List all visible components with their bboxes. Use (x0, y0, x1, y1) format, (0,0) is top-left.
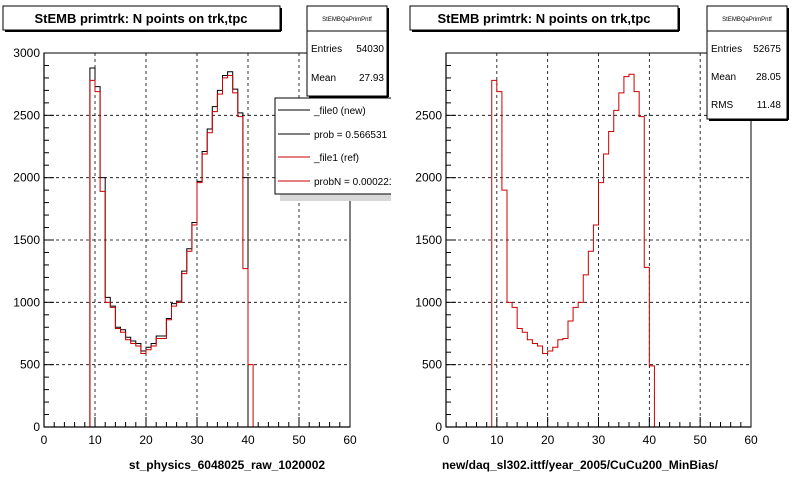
y-tick-label: 0 (435, 420, 442, 434)
y-tick-label: 2500 (415, 108, 442, 122)
chart-title-right: StEMB primtrk: N points on trk,tpc (437, 11, 650, 26)
y-tick-label: 1000 (415, 295, 442, 309)
x-tick-label: 50 (292, 433, 306, 447)
x-tick-label: 30 (592, 433, 606, 447)
stats-value-entries-left: 54030 (356, 44, 384, 55)
legend-label-prob: prob = 0.566531 (314, 130, 388, 141)
x-tick-label: 0 (41, 433, 48, 447)
x-tick-label: 30 (190, 433, 204, 447)
stats-box-left (306, 5, 388, 97)
x-tick-label: 0 (443, 433, 450, 447)
x-axis-label-left: st_physics_6048025_raw_1020002 (129, 458, 325, 472)
title-box-right (409, 5, 679, 31)
y-tick-label: 2000 (415, 171, 442, 185)
y-tick-label: 500 (422, 358, 442, 372)
y-tick-label: 500 (20, 358, 40, 372)
y-tick-label: 2500 (13, 108, 40, 122)
y-tick-label: 3000 (13, 46, 40, 60)
stats-box-right (706, 5, 788, 120)
stats-label-mean-right: Mean (711, 72, 736, 83)
grid-right (446, 53, 751, 427)
left-panel: 0 10 20 30 40 50 60 0 500 1000 1500 2000 2500 3000 St… (2, 5, 395, 472)
legend-left: _file0 (new) prob = 0.566531 _file1 (ref… (274, 97, 395, 201)
y-tick-label: 1500 (13, 233, 40, 247)
x-tick-label: 20 (139, 433, 153, 447)
stats-name-left: StEMBQaPrimPntf (322, 17, 372, 23)
stats-value-entries-right: 52675 (753, 44, 781, 55)
legend-label-file1: _file1 (ref) (313, 153, 359, 164)
y-tick-label: 2000 (13, 171, 40, 185)
stats-name-right: StEMBQaPrimPntf (722, 17, 772, 23)
axes-right: 0 10 20 30 40 50 60 0 500 1000 1500 2000 2500 (415, 52, 758, 447)
stats-value-mean-right: 28.05 (756, 72, 781, 83)
x-tick-label: 40 (241, 433, 255, 447)
x-tick-label: 60 (744, 433, 758, 447)
legend-label-probN: probN = 0.000221 (314, 177, 395, 188)
legend-box (274, 97, 391, 195)
stats-label-entries-right: Entries (711, 44, 742, 55)
x-tick-label: 40 (643, 433, 657, 447)
stats-value-mean-left: 27.93 (359, 73, 384, 84)
stats-value-rms-right: 11.48 (757, 100, 782, 111)
axes-left: 0 10 20 30 40 50 60 0 500 1000 1500 2000 2500 3000 (13, 46, 357, 447)
y-tick-label: 1000 (13, 295, 40, 309)
y-tick-label: 1500 (415, 233, 442, 247)
right-panel: 0 10 20 30 40 50 60 0 500 1000 1500 2000 2500 StEMB … (409, 5, 789, 472)
stats-label-mean-left: Mean (311, 73, 336, 84)
stats-label-rms-right: RMS (711, 100, 734, 111)
x-axis-label-right: new/daq_sl302.ittf/year_2005/CuCu200_Min… (442, 458, 719, 472)
x-tick-label: 10 (490, 433, 504, 447)
x-tick-label: 20 (541, 433, 555, 447)
x-tick-label: 10 (88, 433, 102, 447)
y-tick-label: 0 (33, 420, 40, 434)
x-tick-label: 50 (693, 433, 707, 447)
chart-title-left: StEMB primtrk: N points on trk,tpc (34, 11, 247, 26)
x-tick-label: 60 (343, 433, 357, 447)
legend-label-file0: _file0 (new) (313, 106, 366, 117)
stats-label-entries-left: Entries (311, 44, 342, 55)
